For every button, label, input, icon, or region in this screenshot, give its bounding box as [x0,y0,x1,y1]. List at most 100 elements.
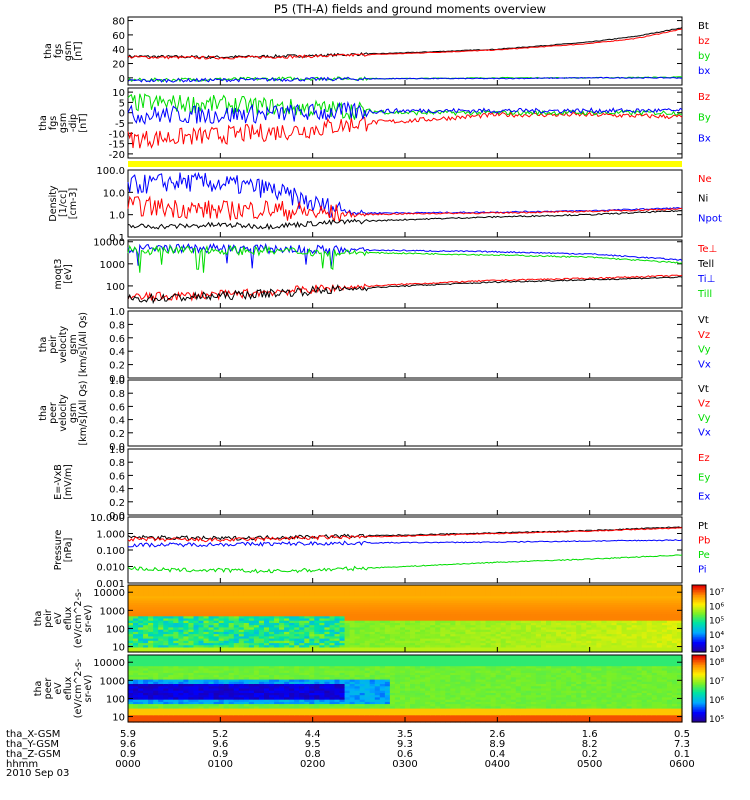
y-tick-label: 0.6 [109,471,125,482]
heatmap-cell [616,596,623,599]
heatmap-cell [208,596,215,599]
heatmap-cell [601,585,607,588]
heatmap-cell [133,699,139,703]
heatmap-cell [581,631,587,635]
heatmap-cell [591,627,597,631]
heatmap-cell [248,616,255,620]
heatmap-cell [163,629,169,633]
heatmap-cell [264,699,270,703]
heatmap-cell [480,614,487,617]
heatmap-cell [264,598,270,602]
heatmap-cell [510,609,517,613]
heatmap-cell [128,693,134,696]
heatmap-cell [248,636,255,640]
heatmap-cell [228,708,235,712]
heatmap-cell [440,589,446,593]
heatmap-cell [636,638,643,642]
heatmap-cell [500,645,507,649]
heatmap-cell [133,713,139,716]
series-line-bz [127,28,683,60]
heatmap-cell [233,620,240,624]
y-tick-label: 10.000 [90,513,125,524]
heatmap-cell [646,598,653,602]
heatmap-cell [626,623,633,626]
heatmap-cell [133,602,139,606]
heatmap-cell [148,607,154,611]
heatmap-cell [173,607,179,611]
heatmap-cell [641,598,648,602]
heatmap-cell [299,688,305,692]
heatmap-cell [218,719,225,723]
heatmap-cell [279,593,285,597]
heatmap-cell [666,616,673,620]
heatmap-cell [349,677,356,681]
heatmap-cell [541,589,547,593]
heatmap-cell [183,614,189,617]
heatmap-cell [143,693,149,696]
heatmap-cell [561,585,567,588]
heatmap-cell [551,640,557,644]
heatmap-cell [571,638,577,642]
heatmap-cell [319,591,325,595]
heatmap-cell [319,679,325,683]
heatmap-cell [284,684,290,687]
heatmap-cell [510,605,517,608]
heatmap-cell [455,618,461,622]
heatmap-cell [339,647,346,651]
heatmap-cell [450,598,456,602]
heatmap-cell [646,591,653,595]
heatmap-cell [243,706,250,710]
heatmap-cell [294,704,300,707]
heatmap-cell [349,611,356,615]
heatmap-cell [490,585,497,588]
heatmap-cell [500,647,507,651]
heatmap-cell [405,614,411,617]
heatmap-cell [299,672,305,676]
heatmap-cell [354,620,361,624]
heatmap-cell [238,679,245,683]
heatmap-cell [188,668,194,672]
heatmap-cell [324,600,330,604]
heatmap-cell [384,596,391,599]
heatmap-cell [394,638,401,642]
heatmap-cell [440,623,446,626]
heatmap-cell [460,600,466,604]
heatmap-cell [198,684,205,687]
heatmap-cell [329,625,336,628]
heatmap-cell [324,625,330,628]
heatmap-cell [183,715,189,719]
heatmap-cell [566,591,572,595]
heatmap-cell [450,589,456,593]
heatmap-cell [394,585,401,588]
heatmap-cell [284,699,290,703]
heatmap-cell [319,708,325,712]
heatmap-cell [274,631,280,635]
heatmap-cell [314,699,320,703]
heatmap-cell [359,634,366,637]
heatmap-cell [641,636,648,640]
heatmap-cell [621,598,628,602]
heatmap-cell [309,655,315,658]
heatmap-cell [551,611,557,615]
heatmap-cell [435,627,441,631]
heatmap-cell [158,647,164,651]
heatmap-cell [551,636,557,640]
heatmap-cell [138,663,144,667]
heatmap-cell [183,679,189,683]
heatmap-cell [364,647,371,651]
heatmap-cell [314,715,320,719]
heatmap-cell [148,616,154,620]
heatmap-cell [279,596,285,599]
heatmap-cell [425,596,431,599]
heatmap-cell [173,693,179,696]
heatmap-cell [369,623,376,626]
heatmap-cell [163,663,169,667]
heatmap-cell [299,715,305,719]
heatmap-cell [253,593,260,597]
heatmap-cell [148,710,154,714]
heatmap-cell [233,645,240,649]
heatmap-cell [384,605,391,608]
heatmap-cell [656,645,663,649]
heatmap-cell [546,636,552,640]
heatmap-cell [455,602,461,606]
